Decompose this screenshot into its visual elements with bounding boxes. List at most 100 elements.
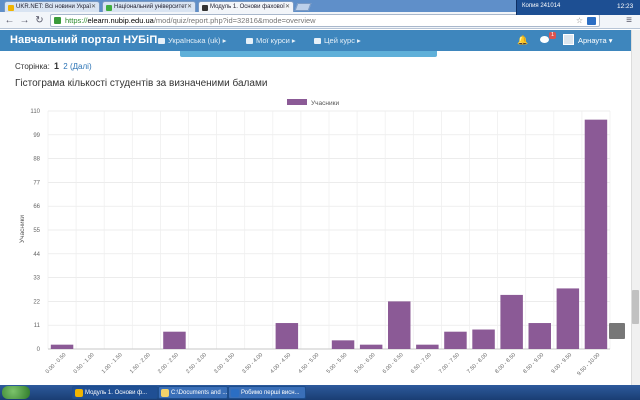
avatar[interactable] — [563, 34, 574, 45]
notification-bell-icon[interactable]: 🔔 — [517, 35, 529, 45]
x-tick-label: 9.50 - 10.00 — [576, 352, 601, 377]
windows-taskbar: Модуль 1. Основи ф... C:\Documents and .… — [0, 385, 640, 400]
page-2-link[interactable]: 2 — [63, 62, 68, 71]
y-axis-label: Учасники — [19, 215, 26, 243]
messages-icon[interactable] — [540, 36, 549, 43]
y-tick-label: 0 — [37, 347, 41, 353]
taskbar-item-explorer[interactable]: C:\Documents and ... — [158, 386, 228, 399]
y-tick-label: 66 — [33, 204, 40, 210]
url-input[interactable]: https://elearn.nubip.edu.ua/mod/quiz/rep… — [50, 14, 600, 27]
site-brand-link[interactable]: Навчальний портал НУБіП — [10, 34, 158, 46]
this-course-menu[interactable]: Цей курс ▸ — [314, 36, 361, 45]
address-bar-row: ← → ↻ https://elearn.nubip.edu.ua/mod/qu… — [0, 12, 640, 29]
x-axis-ticks: 0.00 - 0.50 0.50 - 1.00 1.00 - 1.50 1.50 - … — [45, 352, 602, 377]
scrollbar-thumb[interactable] — [632, 290, 639, 324]
bar[interactable] — [500, 294, 523, 349]
regrade-button-partial[interactable] — [180, 51, 437, 57]
bar[interactable] — [584, 119, 608, 349]
bar[interactable] — [275, 323, 299, 349]
site-navbar: Навчальний портал НУБіП Українська (uk) … — [0, 30, 640, 51]
next-page-link[interactable]: (Далі) — [69, 62, 92, 71]
taskbar-item-word[interactable]: Робимо перші висн... — [228, 386, 306, 399]
taskbar-item-chrome[interactable]: Модуль 1. Основи ф... — [72, 386, 158, 399]
pager-label: Сторінка: — [15, 62, 50, 71]
x-tick-label: 7.00 - 7.50 — [438, 352, 461, 375]
user-name: Арнаута — [578, 36, 607, 45]
y-axis-ticks: 0 11 22 33 44 55 66 77 88 99 110 — [30, 109, 40, 353]
taskbar-label: Модуль 1. Основи ф... — [85, 390, 148, 396]
tab-title: Національний університет — [114, 4, 188, 10]
close-icon[interactable]: ✕ — [284, 4, 290, 10]
x-tick-label: 8.00 - 8.50 — [494, 352, 517, 375]
grades-histogram-chart: 0 11 22 33 44 55 66 77 88 99 110 0.00 - 0.50 0.50 -… — [19, 99, 611, 377]
user-menu[interactable]: Арнаута ▾ — [578, 36, 613, 45]
courses-icon — [246, 38, 253, 44]
browser-tab-nubip[interactable]: Національний університет ✕ — [102, 1, 196, 12]
pagination: Сторінка: 1 2 (Далі) — [15, 61, 92, 71]
y-tick-label: 22 — [33, 299, 40, 305]
page-scrollbar[interactable] — [631, 30, 640, 385]
bar[interactable] — [472, 329, 495, 349]
language-label: Українська (uk) — [168, 36, 221, 45]
x-tick-label: 3.00 - 3.50 — [213, 352, 236, 375]
browser-menu-icon[interactable]: ≡ — [626, 15, 632, 26]
browser-tab-strip: UKR.NET: Всі новини Украї ✕ Національний… — [0, 0, 640, 12]
chart-grid — [47, 110, 611, 350]
bar[interactable] — [163, 331, 186, 349]
this-course-label: Цей курс — [324, 36, 355, 45]
x-tick-label: 0.00 - 0.50 — [45, 352, 68, 375]
tray-text: Копия 241014 — [522, 3, 561, 9]
url-path: /mod/quiz/report.php?id=32816&mode=overv… — [153, 16, 316, 25]
close-icon[interactable]: ✕ — [90, 4, 96, 10]
my-courses-menu[interactable]: Мої курси ▸ — [246, 36, 296, 45]
x-tick-label: 1.50 - 2.00 — [129, 352, 152, 375]
legend-swatch — [287, 99, 307, 105]
y-tick-label: 55 — [33, 228, 40, 234]
back-arrow-icon[interactable]: ← — [4, 15, 15, 26]
close-icon[interactable]: ✕ — [186, 4, 192, 10]
folder-icon — [161, 389, 169, 397]
forward-arrow-icon[interactable]: → — [19, 15, 30, 26]
y-tick-label: 77 — [33, 180, 40, 186]
moodle-favicon-icon — [202, 5, 208, 11]
back-to-top-button[interactable] — [609, 323, 625, 339]
flag-icon — [158, 38, 165, 44]
y-tick-label: 88 — [33, 157, 40, 163]
start-button[interactable] — [2, 386, 30, 399]
bar[interactable] — [331, 340, 355, 349]
bar[interactable] — [388, 301, 411, 349]
x-tick-label: 4.00 - 4.50 — [269, 352, 292, 375]
bar[interactable] — [359, 344, 383, 349]
chart-legend[interactable]: Учасники — [287, 99, 339, 107]
bookmark-star-icon[interactable]: ☆ — [575, 16, 583, 25]
clock[interactable]: 12:23 — [617, 3, 634, 10]
reload-icon[interactable]: ↻ — [35, 15, 44, 26]
extension-icon[interactable] — [587, 17, 596, 25]
x-tick-label: 7.50 - 8.00 — [466, 352, 489, 375]
bar[interactable] — [556, 288, 580, 349]
y-tick-label: 33 — [33, 276, 40, 282]
legend-label: Учасники — [311, 100, 339, 107]
bar[interactable] — [444, 331, 467, 349]
browser-tab-ukrnet[interactable]: UKR.NET: Всі новини Украї ✕ — [4, 1, 100, 12]
taskbar-label: C:\Documents and ... — [171, 390, 228, 396]
x-tick-label: 2.00 - 2.50 — [157, 352, 180, 375]
x-tick-label: 4.50 - 5.00 — [298, 352, 321, 375]
my-courses-label: Мої курси — [256, 36, 290, 45]
new-tab-button[interactable] — [294, 3, 312, 11]
x-tick-label: 8.50 - 9.00 — [522, 352, 545, 375]
y-tick-label: 110 — [30, 109, 40, 115]
x-tick-label: 1.00 - 1.50 — [101, 352, 124, 375]
bar[interactable] — [528, 323, 551, 349]
course-icon — [314, 38, 321, 44]
x-tick-label: 5.00 - 5.50 — [326, 352, 349, 375]
system-tray — [516, 0, 640, 15]
bar[interactable] — [50, 344, 74, 349]
language-menu[interactable]: Українська (uk) ▸ — [158, 36, 226, 45]
tab-title: Модуль 1. Основи фахової — [210, 4, 285, 10]
browser-tab-module[interactable]: Модуль 1. Основи фахової ✕ — [198, 1, 294, 12]
taskbar-label: Робимо перші висн... — [241, 390, 300, 396]
bar[interactable] — [416, 344, 439, 349]
chart-bars — [50, 119, 608, 349]
x-tick-label: 6.50 - 7.00 — [410, 352, 433, 375]
